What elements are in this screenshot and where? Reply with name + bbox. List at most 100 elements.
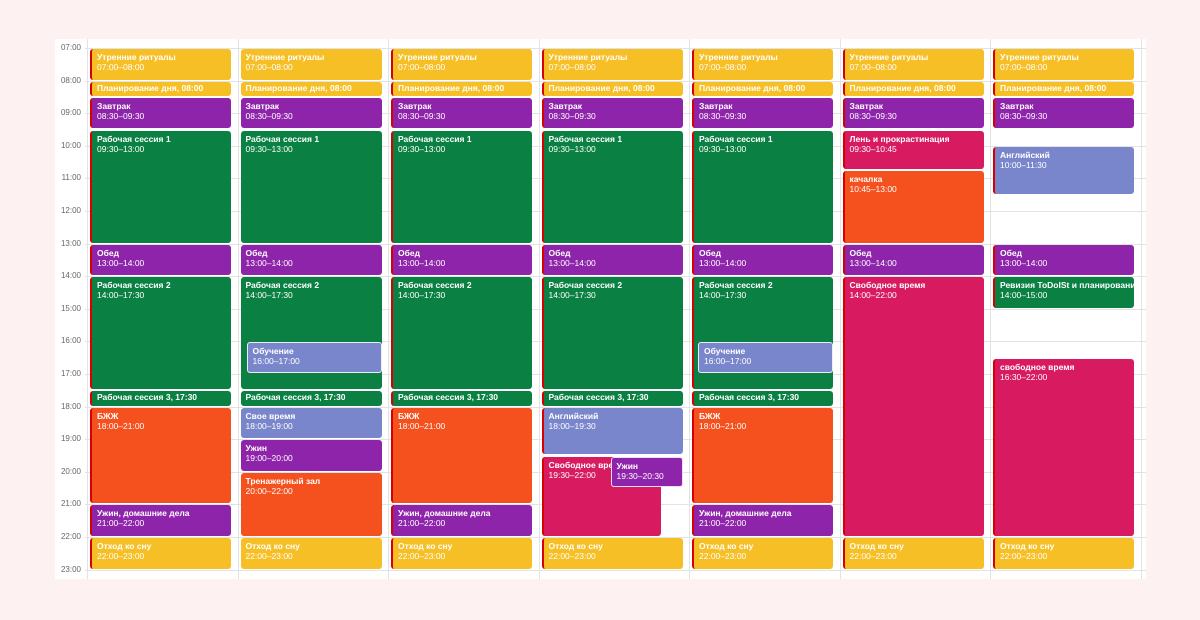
event-time: 19:30–22:00 xyxy=(548,469,596,480)
calendar-event[interactable]: Обед 13:00–14:00 xyxy=(391,244,532,276)
calendar-event[interactable]: БЖЖ 18:00–21:00 xyxy=(90,407,231,504)
event-title: Свое время xyxy=(245,410,296,421)
calendar-event[interactable]: Рабочая сессия 1 09:30–13:00 xyxy=(240,130,382,243)
calendar-event[interactable]: Английский 18:00–19:30 xyxy=(541,407,683,455)
calendar-event[interactable]: Утренние ритуалы 07:00–08:00 xyxy=(391,49,532,80)
calendar-event[interactable]: Рабочая сессия 2 14:00–17:30 xyxy=(541,277,683,390)
calendar-event[interactable]: Ужин 19:30–20:30 xyxy=(610,456,683,488)
day-column-divider xyxy=(538,39,540,579)
event-title: Отход ко сну xyxy=(849,541,904,551)
calendar-event[interactable]: Обед 13:00–14:00 xyxy=(90,244,231,276)
calendar-event[interactable]: Завтрак 08:30–09:30 xyxy=(993,97,1134,129)
event-time: 08:30–09:30 xyxy=(97,110,145,121)
event-time: 10:45–13:00 xyxy=(849,184,897,195)
event-title: Обучение xyxy=(704,346,746,357)
calendar-event[interactable]: Планирование дня, 08:00 xyxy=(391,81,532,96)
event-title: Обучение xyxy=(252,346,294,357)
calendar-event[interactable]: Рабочая сессия 1 09:30–13:00 xyxy=(692,130,833,243)
event-title: БЖЖ xyxy=(97,410,119,421)
calendar-event[interactable]: Планирование дня, 08:00 xyxy=(692,81,833,96)
calendar-event[interactable]: Рабочая сессия 1 09:30–13:00 xyxy=(541,130,683,243)
calendar-event[interactable]: Ревизия ToDoISt и планирование нед14:00–… xyxy=(993,277,1134,308)
event-title: Ужин, домашние дела xyxy=(97,508,190,519)
calendar-event[interactable]: Отход ко сну 22:00–23:00 xyxy=(692,538,833,569)
event-title: Рабочая сессия 1 xyxy=(245,133,320,144)
calendar-event[interactable]: Рабочая сессия 1 09:30–13:00 xyxy=(90,130,231,243)
event-time: 07:00–08:00 xyxy=(245,62,293,72)
calendar-event[interactable]: Рабочая сессия 3, 17:30 xyxy=(391,391,532,406)
event-title: Утренние ритуалы xyxy=(548,52,628,62)
event-title: Обед xyxy=(548,247,571,258)
calendar-event[interactable]: Отход ко сну 22:00–23:00 xyxy=(842,538,984,569)
hour-label: 23:00 xyxy=(60,564,81,574)
calendar-event[interactable]: Рабочая сессия 3, 17:30 xyxy=(90,391,231,406)
calendar-event[interactable]: БЖЖ 18:00–21:00 xyxy=(692,407,833,504)
calendar-event[interactable]: Рабочая сессия 1 09:30–13:00 xyxy=(391,130,532,243)
week-calendar-grid: 07:00 08:00 09:00 10:00 11:00 12:00 13:00 14:00… xyxy=(55,39,1146,579)
event-time: 18:00–21:00 xyxy=(699,420,747,431)
calendar-event[interactable]: Свое время 18:00–19:00 xyxy=(240,407,382,439)
calendar-event[interactable]: свободное время 16:30–22:00 xyxy=(993,358,1134,536)
calendar-event[interactable]: Лень и прокрастинация 09:30–10:45 xyxy=(842,130,984,170)
event-time: 07:00–08:00 xyxy=(849,62,897,72)
event-time: 21:00–22:00 xyxy=(398,518,446,529)
calendar-event[interactable]: Тренажерный зал 20:00–22:00 xyxy=(240,472,382,536)
calendar-event[interactable]: Завтрак 08:30–09:30 xyxy=(90,97,231,129)
calendar-event[interactable]: Свободное время 14:00–22:00 xyxy=(842,277,984,536)
calendar-event[interactable]: БЖЖ 18:00–21:00 xyxy=(391,407,532,504)
event-title: Рабочая сессия 3, 17:30 xyxy=(245,392,346,403)
calendar-event[interactable]: Отход ко сну 22:00–23:00 xyxy=(391,538,532,569)
calendar-event[interactable]: Утренние ритуалы 07:00–08:00 xyxy=(541,49,683,80)
calendar-event[interactable]: качалка 10:45–13:00 xyxy=(842,171,984,243)
calendar-event[interactable]: Обед 13:00–14:00 xyxy=(842,244,984,276)
calendar-event[interactable]: Планирование дня, 08:00 xyxy=(90,81,231,96)
calendar-event[interactable]: Планирование дня, 08:00 xyxy=(842,81,984,96)
event-time: 08:30–09:30 xyxy=(398,110,446,121)
hour-gridline xyxy=(85,80,1146,82)
calendar-event[interactable]: Завтрак 08:30–09:30 xyxy=(240,97,382,129)
calendar-event[interactable]: Отход ко сну 22:00–23:00 xyxy=(541,538,683,569)
calendar-event[interactable]: Завтрак 08:30–09:30 xyxy=(391,97,532,129)
calendar-event[interactable]: Планирование дня, 08:00 xyxy=(541,81,683,96)
calendar-event[interactable]: Утренние ритуалы 07:00–08:00 xyxy=(842,49,984,80)
calendar-event[interactable]: Обед 13:00–14:00 xyxy=(692,244,833,276)
calendar-event[interactable]: Обучение 16:00–17:00 xyxy=(698,342,833,373)
calendar-event[interactable]: Обед 13:00–14:00 xyxy=(993,244,1134,276)
event-title: Рабочая сессия 1 xyxy=(699,133,773,144)
hour-label: 21:00 xyxy=(60,499,81,509)
calendar-event[interactable]: Отход ко сну 22:00–23:00 xyxy=(993,538,1134,569)
hour-gridline xyxy=(85,406,1146,408)
calendar-event[interactable]: Ужин, домашние дела 21:00–22:00 xyxy=(692,505,833,536)
event-time: 14:00–15:00 xyxy=(1000,290,1048,301)
calendar-event[interactable]: Рабочая сессия 3, 17:30 xyxy=(541,391,683,406)
calendar-event[interactable]: Утренние ритуалы 07:00–08:00 xyxy=(993,49,1134,80)
calendar-event[interactable]: Рабочая сессия 2 14:00–17:30 xyxy=(90,277,231,390)
event-time: 22:00–23:00 xyxy=(97,551,145,561)
calendar-event[interactable]: Обучение 16:00–17:00 xyxy=(246,342,382,373)
calendar-event[interactable]: Обед 13:00–14:00 xyxy=(240,244,382,276)
calendar-event[interactable]: Рабочая сессия 3, 17:30 xyxy=(240,391,382,406)
calendar-event[interactable]: Утренние ритуалы 07:00–08:00 xyxy=(692,49,833,80)
calendar-event[interactable]: Завтрак 08:30–09:30 xyxy=(541,97,683,129)
event-time: 22:00–23:00 xyxy=(849,551,897,561)
calendar-event[interactable]: Планирование дня, 08:00 xyxy=(993,81,1134,96)
calendar-event[interactable]: Отход ко сну 22:00–23:00 xyxy=(240,538,382,569)
event-title: Утренние ритуалы xyxy=(97,52,176,62)
calendar-event[interactable]: Обед 13:00–14:00 xyxy=(541,244,683,276)
calendar-event[interactable]: Английский 10:00–11:30 xyxy=(993,146,1134,194)
calendar-event[interactable]: Ужин, домашние дела 21:00–22:00 xyxy=(391,505,532,536)
event-title: Рабочая сессия 2 xyxy=(97,280,171,291)
calendar-event[interactable]: Планирование дня, 08:00 xyxy=(240,81,382,96)
calendar-event[interactable]: Утренние ритуалы 07:00–08:00 xyxy=(240,49,382,80)
calendar-event[interactable]: Рабочая сессия 2 14:00–17:30 xyxy=(391,277,532,390)
calendar-event[interactable]: Утренние ритуалы 07:00–08:00 xyxy=(90,49,231,80)
hour-label: 16:00 xyxy=(60,336,81,346)
calendar-event[interactable]: Ужин 19:00–20:00 xyxy=(240,440,382,471)
calendar-event[interactable]: Отход ко сну 22:00–23:00 xyxy=(90,538,231,569)
event-title: Рабочая сессия 1 xyxy=(548,133,623,144)
event-time: 13:00–14:00 xyxy=(699,257,747,268)
calendar-event[interactable]: Завтрак 08:30–09:30 xyxy=(842,97,984,129)
calendar-event[interactable]: Рабочая сессия 3, 17:30 xyxy=(692,391,833,406)
calendar-event[interactable]: Ужин, домашние дела 21:00–22:00 xyxy=(90,505,231,536)
calendar-event[interactable]: Завтрак 08:30–09:30 xyxy=(692,97,833,129)
